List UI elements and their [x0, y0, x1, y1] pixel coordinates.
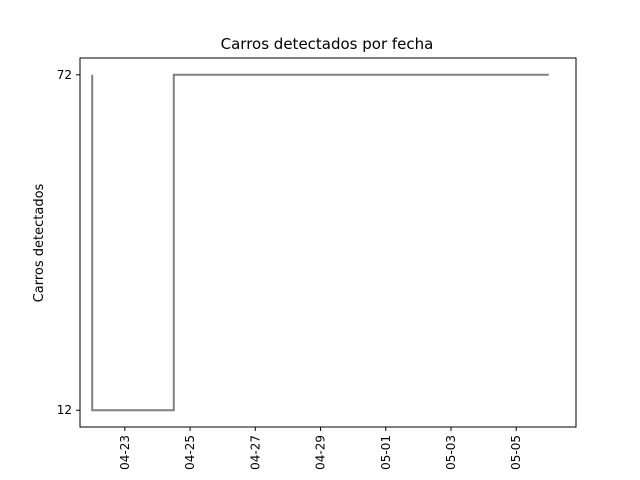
chart-title: Carros detectados por fecha: [221, 35, 434, 53]
y-axis: 12 72: [57, 68, 80, 417]
y-tick-label: 72: [57, 68, 72, 82]
x-tick-label: 04-27: [248, 435, 262, 470]
y-tick-label: 12: [57, 403, 72, 417]
y-axis-label: Carros detectados: [32, 183, 47, 302]
x-tick-label: 05-03: [444, 435, 458, 470]
x-tick-label: 05-05: [509, 435, 523, 470]
plot-area: [79, 57, 577, 428]
x-tick-label: 04-25: [183, 435, 197, 470]
x-tick-label: 04-29: [314, 435, 328, 470]
x-axis: 04-23 04-25 04-27 04-29 05-01 05-03 05-05: [118, 427, 523, 470]
x-tick-label: 04-23: [118, 435, 132, 470]
series-line-1: [91, 73, 549, 412]
x-tick-label: 05-01: [379, 435, 393, 470]
series-layer: [91, 73, 549, 412]
